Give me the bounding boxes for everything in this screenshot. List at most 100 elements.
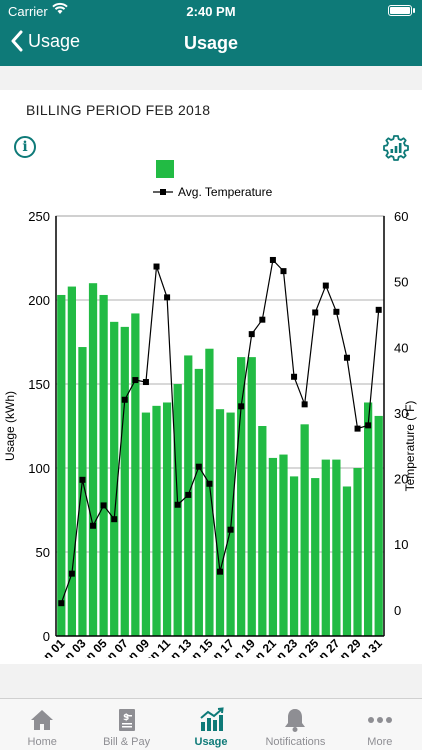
usage-bar [57,294,66,636]
usage-bar [173,384,182,636]
page-title: Usage [183,33,239,53]
y-axis-title: Usage (kWh) [3,391,17,461]
usage-bar [131,313,140,636]
usage-bar [120,326,129,636]
usage-bar [332,459,341,636]
temperature-point [68,570,75,577]
temperature-point [217,568,223,575]
temperature-point [322,282,329,289]
tab-home-label: Home [27,736,57,748]
usage-bar [78,347,87,636]
usage-bar [279,454,288,636]
temperature-point [164,294,171,301]
info-icon: i [22,139,28,155]
y2-tick-label: 0 [394,603,401,618]
usage-bar [205,348,214,636]
usage-bar [353,468,362,636]
usage-bar [311,478,320,636]
y2-tick-label: 40 [394,340,408,355]
usage-bar [364,402,373,636]
more-icon [367,717,392,723]
temperature-point [301,401,308,408]
y2-tick-label: 30 [394,406,408,421]
clock: 2:40 PM [186,4,236,19]
tab-more-label: More [367,736,393,748]
tab-notifications[interactable]: Notifications [253,699,337,750]
usage-bar [215,409,225,636]
y-tick-label: 100 [28,461,50,476]
temperature-point [142,379,149,386]
legend-temperature-label: Avg. Temperature [178,185,273,199]
legend-line-marker [160,189,166,195]
usage-bar [67,286,76,636]
status-bar: Carrier 2:40 PM [0,0,422,22]
y-tick-label: 50 [36,545,50,560]
usage-bar [300,424,309,636]
wifi-icon [52,2,68,18]
content-area: BILLING PERIOD FEB 2018 i 0 50 100 150 200 25… [0,66,422,698]
y-tick-label: 0 [43,629,50,644]
tab-home[interactable]: Home [0,699,84,750]
tab-bill-pay-label: Bill & Pay [103,736,151,748]
tab-more[interactable]: More [338,699,422,750]
temperature-point [269,256,276,263]
usage-bar [88,283,98,636]
temperature-point [248,331,255,338]
temperature-point [132,377,139,384]
usage-bar [237,357,246,636]
temperature-point [365,422,372,429]
usage-icon [200,707,224,731]
bell-icon [285,709,306,732]
temperature-point [153,263,160,270]
temperature-point [174,501,181,508]
y2-tick-label: 60 [394,209,408,224]
temperature-point [238,403,245,410]
temperature-point [111,516,118,523]
usage-bar [268,457,278,636]
tab-bar: Home $ Bill & Pay Usage Notifications Mo… [0,698,422,750]
home-icon [31,710,54,730]
svg-text:$: $ [123,713,129,723]
temperature-point [90,522,97,529]
temperature-point [206,480,213,487]
temperature-point [227,526,234,533]
battery-tip [413,8,415,13]
temperature-point [121,396,128,403]
usage-bar [289,476,299,636]
temperature-point [354,425,361,432]
tab-usage[interactable]: Usage [169,699,253,750]
tab-bill-pay[interactable]: $ Bill & Pay [84,699,168,750]
usage-bar [152,405,161,636]
bill-icon: $ [118,709,135,731]
chart-settings-button[interactable] [382,134,410,162]
temperature-point [195,463,202,470]
y-tick-label: 250 [28,209,50,224]
y-tick-label: 200 [28,293,50,308]
back-button[interactable]: Usage [10,30,80,52]
billing-period-label: BILLING PERIOD FEB 2018 [26,102,211,118]
app-header: Carrier 2:40 PM Usage Usage [0,0,422,66]
usage-chart: 0 50 100 150 200 250 0 10 20 30 40 50 60 Jan 01 Jan 03… [0,128,422,673]
temperature-point [375,306,382,313]
temperature-point [333,308,340,315]
y2-axis-title: Temperature (°F) [403,401,417,492]
usage-panel: BILLING PERIOD FEB 2018 i 0 50 100 150 200 25… [0,90,422,673]
usage-bar [374,415,383,636]
usage-bar [258,426,267,636]
temperature-point [312,309,319,316]
temperature-point [79,476,86,483]
y2-tick-label: 50 [394,275,408,290]
y2-tick-label: 20 [394,472,408,487]
temperature-point [58,600,65,607]
tab-notifications-label: Notifications [265,736,326,748]
usage-bar [247,357,256,636]
info-button[interactable]: i [14,136,36,158]
gear-chart-icon [383,135,409,161]
temperature-point [185,491,192,498]
y-tick-label: 150 [28,377,50,392]
battery-icon [388,5,412,16]
temperature-point [100,502,107,509]
back-label: Usage [28,30,81,51]
temperature-point [280,268,287,275]
